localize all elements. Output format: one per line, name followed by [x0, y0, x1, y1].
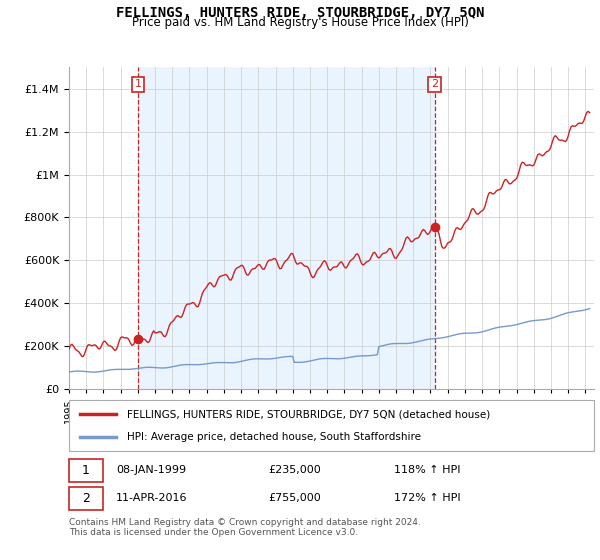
Text: Price paid vs. HM Land Registry's House Price Index (HPI): Price paid vs. HM Land Registry's House … [131, 16, 469, 29]
Text: 2: 2 [82, 492, 90, 505]
Text: 1: 1 [134, 80, 142, 90]
Text: £755,000: £755,000 [269, 493, 321, 503]
FancyBboxPatch shape [69, 487, 103, 510]
Text: HPI: Average price, detached house, South Staffordshire: HPI: Average price, detached house, Sout… [127, 432, 421, 442]
FancyBboxPatch shape [69, 459, 103, 482]
Text: 172% ↑ HPI: 172% ↑ HPI [395, 493, 461, 503]
Text: Contains HM Land Registry data © Crown copyright and database right 2024.
This d: Contains HM Land Registry data © Crown c… [69, 518, 421, 538]
Text: FELLINGS, HUNTERS RIDE, STOURBRIDGE, DY7 5QN (detached house): FELLINGS, HUNTERS RIDE, STOURBRIDGE, DY7… [127, 409, 490, 419]
Text: 2: 2 [431, 80, 439, 90]
Text: 1: 1 [82, 464, 90, 477]
Text: FELLINGS, HUNTERS RIDE, STOURBRIDGE, DY7 5QN: FELLINGS, HUNTERS RIDE, STOURBRIDGE, DY7… [116, 6, 484, 20]
Text: 11-APR-2016: 11-APR-2016 [116, 493, 188, 503]
Bar [138, 67, 435, 389]
Text: £235,000: £235,000 [269, 465, 321, 475]
Text: 118% ↑ HPI: 118% ↑ HPI [395, 465, 461, 475]
Text: 08-JAN-1999: 08-JAN-1999 [116, 465, 187, 475]
